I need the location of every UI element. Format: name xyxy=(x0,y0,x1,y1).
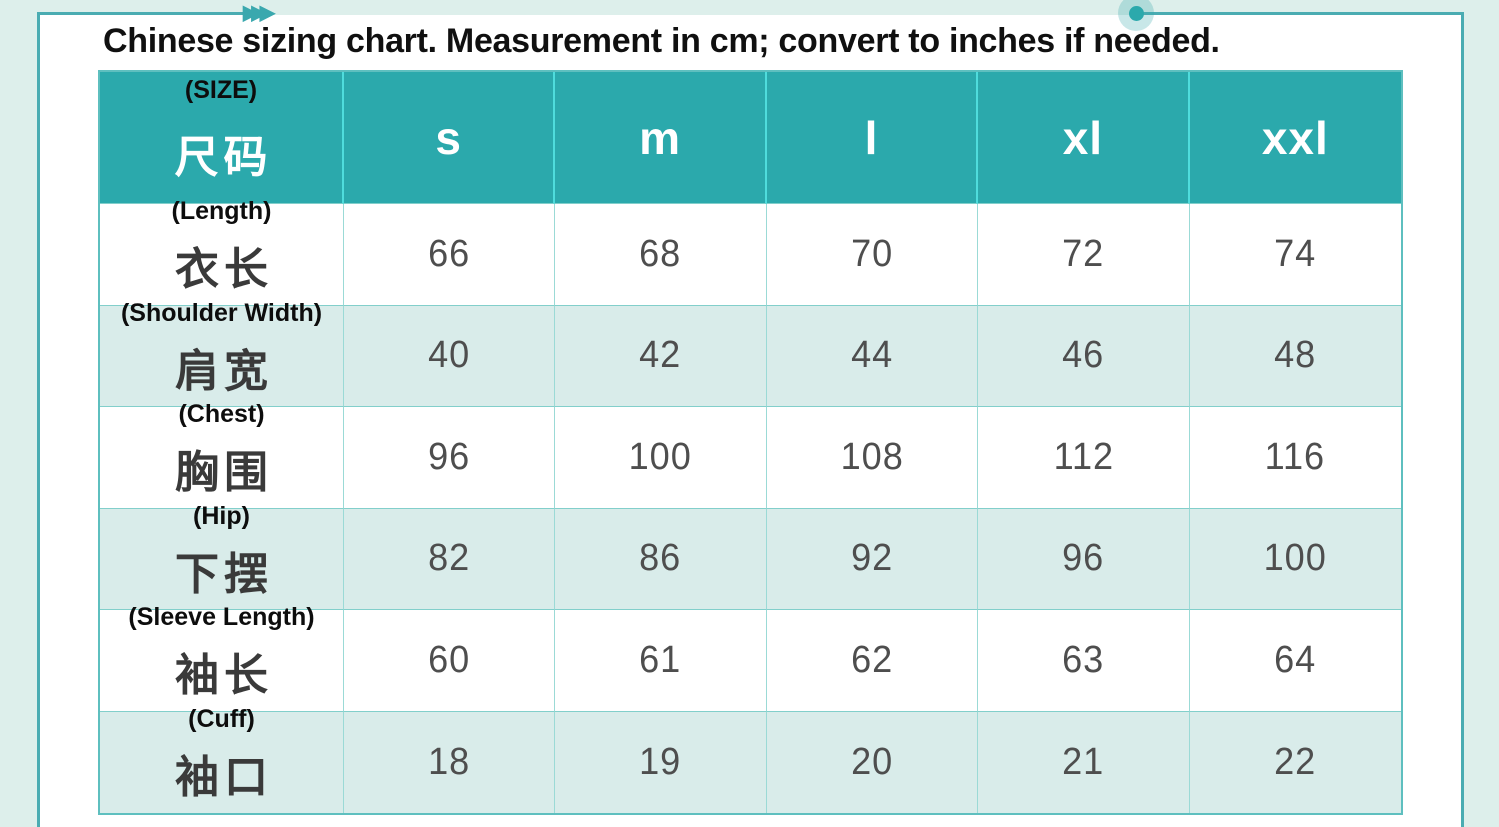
value-cell: 19 xyxy=(555,711,767,813)
value-cell: 70 xyxy=(766,204,979,306)
column-header-xl: xl xyxy=(978,72,1190,204)
value-cell: 64 xyxy=(1189,610,1401,712)
page-title: Chinese sizing chart. Measurement in cm;… xyxy=(103,22,1220,60)
value-cell: 68 xyxy=(555,204,767,306)
value-cell: 92 xyxy=(766,508,979,610)
value-cell: 20 xyxy=(766,711,979,813)
value-cell: 48 xyxy=(1189,305,1401,407)
shoulder-width-label-chinese: 肩宽 xyxy=(175,346,273,396)
row-label-hip: (Hip) 下摆 xyxy=(100,502,344,610)
cuff-annotation: (Cuff) xyxy=(188,704,255,733)
column-header-l: l xyxy=(766,72,979,204)
value-cell: 108 xyxy=(766,407,979,509)
value-cell: 66 xyxy=(344,204,556,306)
value-cell: 96 xyxy=(978,508,1190,610)
sizing-chart-table: (SIZE) 尺码 s m l xl xxl (Length) 衣长 66 68… xyxy=(98,70,1403,815)
column-header-s: s xyxy=(344,72,556,204)
connector-dot-icon xyxy=(1129,6,1144,21)
value-cell: 112 xyxy=(978,407,1190,509)
value-cell: 100 xyxy=(555,407,767,509)
cuff-label-chinese: 袖口 xyxy=(175,753,273,803)
size-label-chinese: 尺码 xyxy=(174,132,273,182)
hip-label-chinese: 下摆 xyxy=(175,549,273,599)
frame-top-right-line xyxy=(1137,12,1464,15)
value-cell: 96 xyxy=(344,407,556,509)
row-label-sleeve-length: (Sleeve Length) 袖长 xyxy=(100,603,344,712)
row-label-cuff: (Cuff) 袖口 xyxy=(100,705,344,813)
shoulder-width-annotation: (Shoulder Width) xyxy=(120,298,323,327)
sleeve-length-label-chinese: 袖长 xyxy=(175,651,273,701)
value-cell: 60 xyxy=(344,610,556,712)
value-cell: 100 xyxy=(1189,508,1401,610)
chest-annotation: (Chest) xyxy=(178,400,265,428)
frame-right-line xyxy=(1461,12,1464,827)
value-cell: 74 xyxy=(1189,204,1401,306)
value-cell: 116 xyxy=(1189,407,1401,509)
value-cell: 40 xyxy=(344,305,556,407)
frame-left-line xyxy=(37,12,40,827)
frame-top-left-line xyxy=(37,12,245,15)
value-cell: 18 xyxy=(344,711,556,813)
length-label-chinese: 衣长 xyxy=(175,245,273,295)
row-label-chest: (Chest) 胸围 xyxy=(100,400,344,509)
value-cell: 63 xyxy=(978,610,1190,712)
column-header-m: m xyxy=(555,72,767,204)
value-cell: 82 xyxy=(344,508,556,610)
fast-forward-arrows-icon: ▶▶▶ xyxy=(243,2,275,24)
value-cell: 44 xyxy=(766,305,979,407)
header-size-label-cell: (SIZE) 尺码 xyxy=(100,72,344,204)
value-cell: 72 xyxy=(978,204,1190,306)
row-label-length: (Length) 衣长 xyxy=(100,197,344,306)
value-cell: 86 xyxy=(555,508,767,610)
value-cell: 21 xyxy=(978,711,1190,813)
column-header-xxl: xxl xyxy=(1189,72,1401,204)
value-cell: 62 xyxy=(766,610,979,712)
chest-label-chinese: 胸围 xyxy=(175,448,273,498)
row-label-shoulder-width: (Shoulder Width) 肩宽 xyxy=(100,299,344,407)
size-annotation: (SIZE) xyxy=(184,76,258,104)
sleeve-length-annotation: (Sleeve Length) xyxy=(128,603,315,631)
value-cell: 22 xyxy=(1189,711,1401,813)
length-annotation: (Length) xyxy=(171,197,272,225)
value-cell: 61 xyxy=(555,610,767,712)
value-cell: 42 xyxy=(555,305,767,407)
value-cell: 46 xyxy=(978,305,1190,407)
hip-annotation: (Hip) xyxy=(193,501,250,530)
